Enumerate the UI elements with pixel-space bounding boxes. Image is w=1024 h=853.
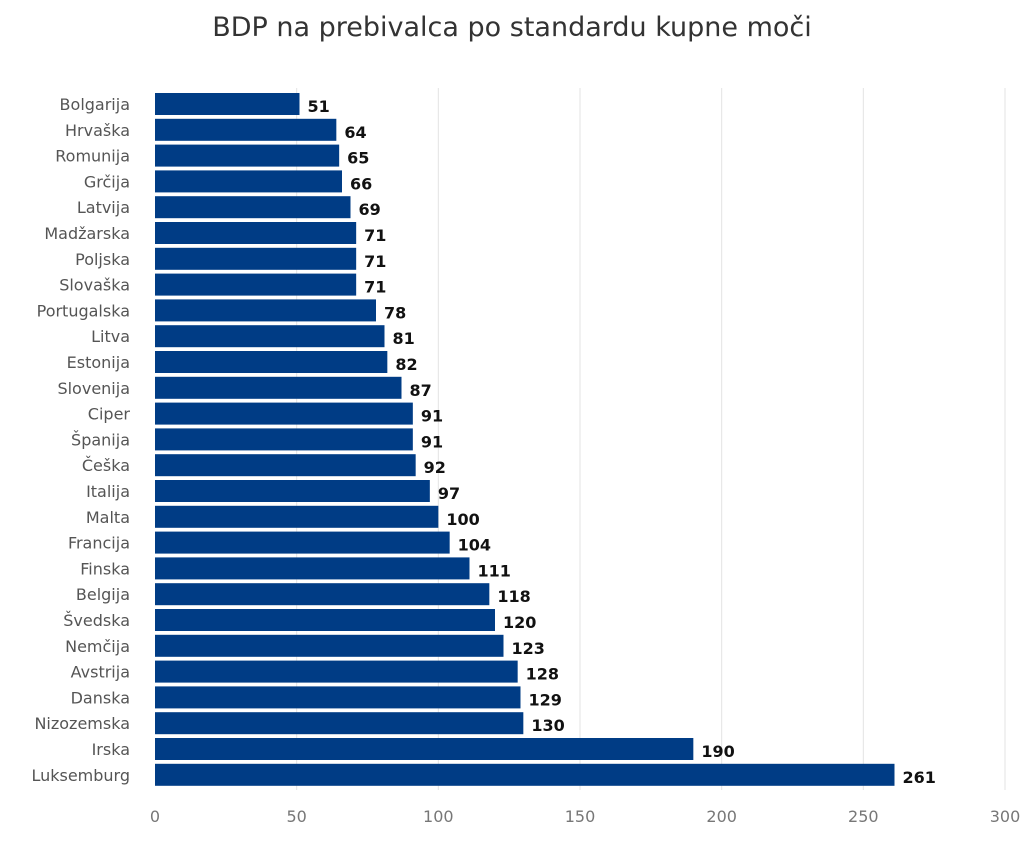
bar (155, 222, 357, 244)
category-label: Belgija (76, 585, 130, 604)
data-label: 51 (308, 97, 330, 116)
bar (155, 273, 357, 296)
category-label: Poljska (75, 250, 130, 269)
category-label: Slovaška (59, 276, 130, 295)
x-tick-label: 200 (706, 807, 737, 826)
bar (155, 428, 413, 451)
bar (155, 557, 470, 580)
bar (155, 247, 357, 270)
bar (155, 376, 402, 399)
data-label: 65 (347, 149, 369, 168)
chart-title: BDP na prebivalca po standardu kupne moč… (212, 12, 812, 43)
category-label: Hrvaška (65, 121, 130, 140)
data-label: 97 (438, 484, 460, 503)
data-label: 64 (344, 123, 366, 142)
bar (155, 299, 376, 322)
data-label: 120 (503, 613, 536, 632)
category-label: Avstrija (71, 663, 130, 682)
data-label: 82 (395, 355, 417, 374)
category-label: Malta (86, 508, 130, 527)
bar (155, 505, 439, 528)
category-label: Grčija (84, 172, 130, 191)
data-label: 81 (393, 329, 415, 348)
category-label: Španija (71, 430, 130, 449)
bar (155, 583, 490, 606)
bar (155, 738, 694, 760)
category-label: Latvija (77, 198, 130, 217)
data-label: 87 (410, 381, 432, 400)
data-label: 71 (364, 252, 386, 271)
x-tick-label: 50 (286, 807, 306, 826)
bar (155, 634, 504, 657)
data-label: 129 (529, 690, 562, 709)
bar (155, 531, 450, 554)
data-label: 123 (512, 639, 545, 658)
data-label: 92 (424, 458, 446, 477)
category-label: Ciper (88, 405, 131, 424)
data-label: 69 (359, 200, 381, 219)
bar (155, 480, 430, 502)
category-label: Madžarska (44, 224, 130, 243)
bar (155, 118, 337, 141)
data-label: 91 (421, 407, 443, 426)
category-label: Finska (80, 559, 130, 578)
data-label: 104 (458, 536, 491, 555)
data-label: 190 (701, 742, 734, 761)
bar (155, 93, 300, 115)
data-label: 71 (364, 226, 386, 245)
category-label: Nizozemska (34, 714, 130, 733)
bar (155, 763, 895, 786)
category-label: Romunija (55, 147, 130, 166)
x-tick-label: 0 (150, 807, 160, 826)
data-label: 261 (903, 768, 936, 787)
data-label: 118 (497, 587, 530, 606)
data-label: 111 (478, 561, 511, 580)
x-tick-label: 150 (565, 807, 596, 826)
bar (155, 609, 495, 631)
category-label: Luksemburg (31, 766, 130, 785)
bar (155, 402, 413, 425)
category-label: Portugalska (37, 301, 130, 320)
x-tick-label: 100 (423, 807, 454, 826)
category-label: Francija (68, 534, 130, 553)
bar (155, 144, 340, 167)
data-label: 78 (384, 303, 406, 322)
data-label: 128 (526, 665, 559, 684)
category-label: Švedska (63, 611, 130, 630)
bar (155, 712, 524, 735)
data-label: 66 (350, 174, 372, 193)
data-label: 100 (446, 510, 479, 529)
category-label: Italija (86, 482, 130, 501)
bar (155, 454, 416, 477)
x-tick-label: 250 (848, 807, 879, 826)
bar (155, 170, 342, 193)
bar (155, 196, 351, 219)
data-label: 91 (421, 432, 443, 451)
category-label: Irska (92, 740, 130, 759)
category-label: Slovenija (57, 379, 130, 398)
category-label: Češka (82, 456, 130, 475)
x-tick-label: 300 (990, 807, 1021, 826)
category-label: Estonija (67, 353, 130, 372)
bar (155, 660, 518, 683)
bar (155, 686, 521, 709)
category-label: Bolgarija (60, 95, 130, 114)
data-label: 71 (364, 278, 386, 297)
bar (155, 351, 388, 373)
category-label: Litva (91, 327, 130, 346)
category-label: Danska (71, 688, 130, 707)
bar (155, 325, 385, 348)
category-label: Nemčija (65, 637, 130, 656)
data-label: 130 (531, 716, 564, 735)
